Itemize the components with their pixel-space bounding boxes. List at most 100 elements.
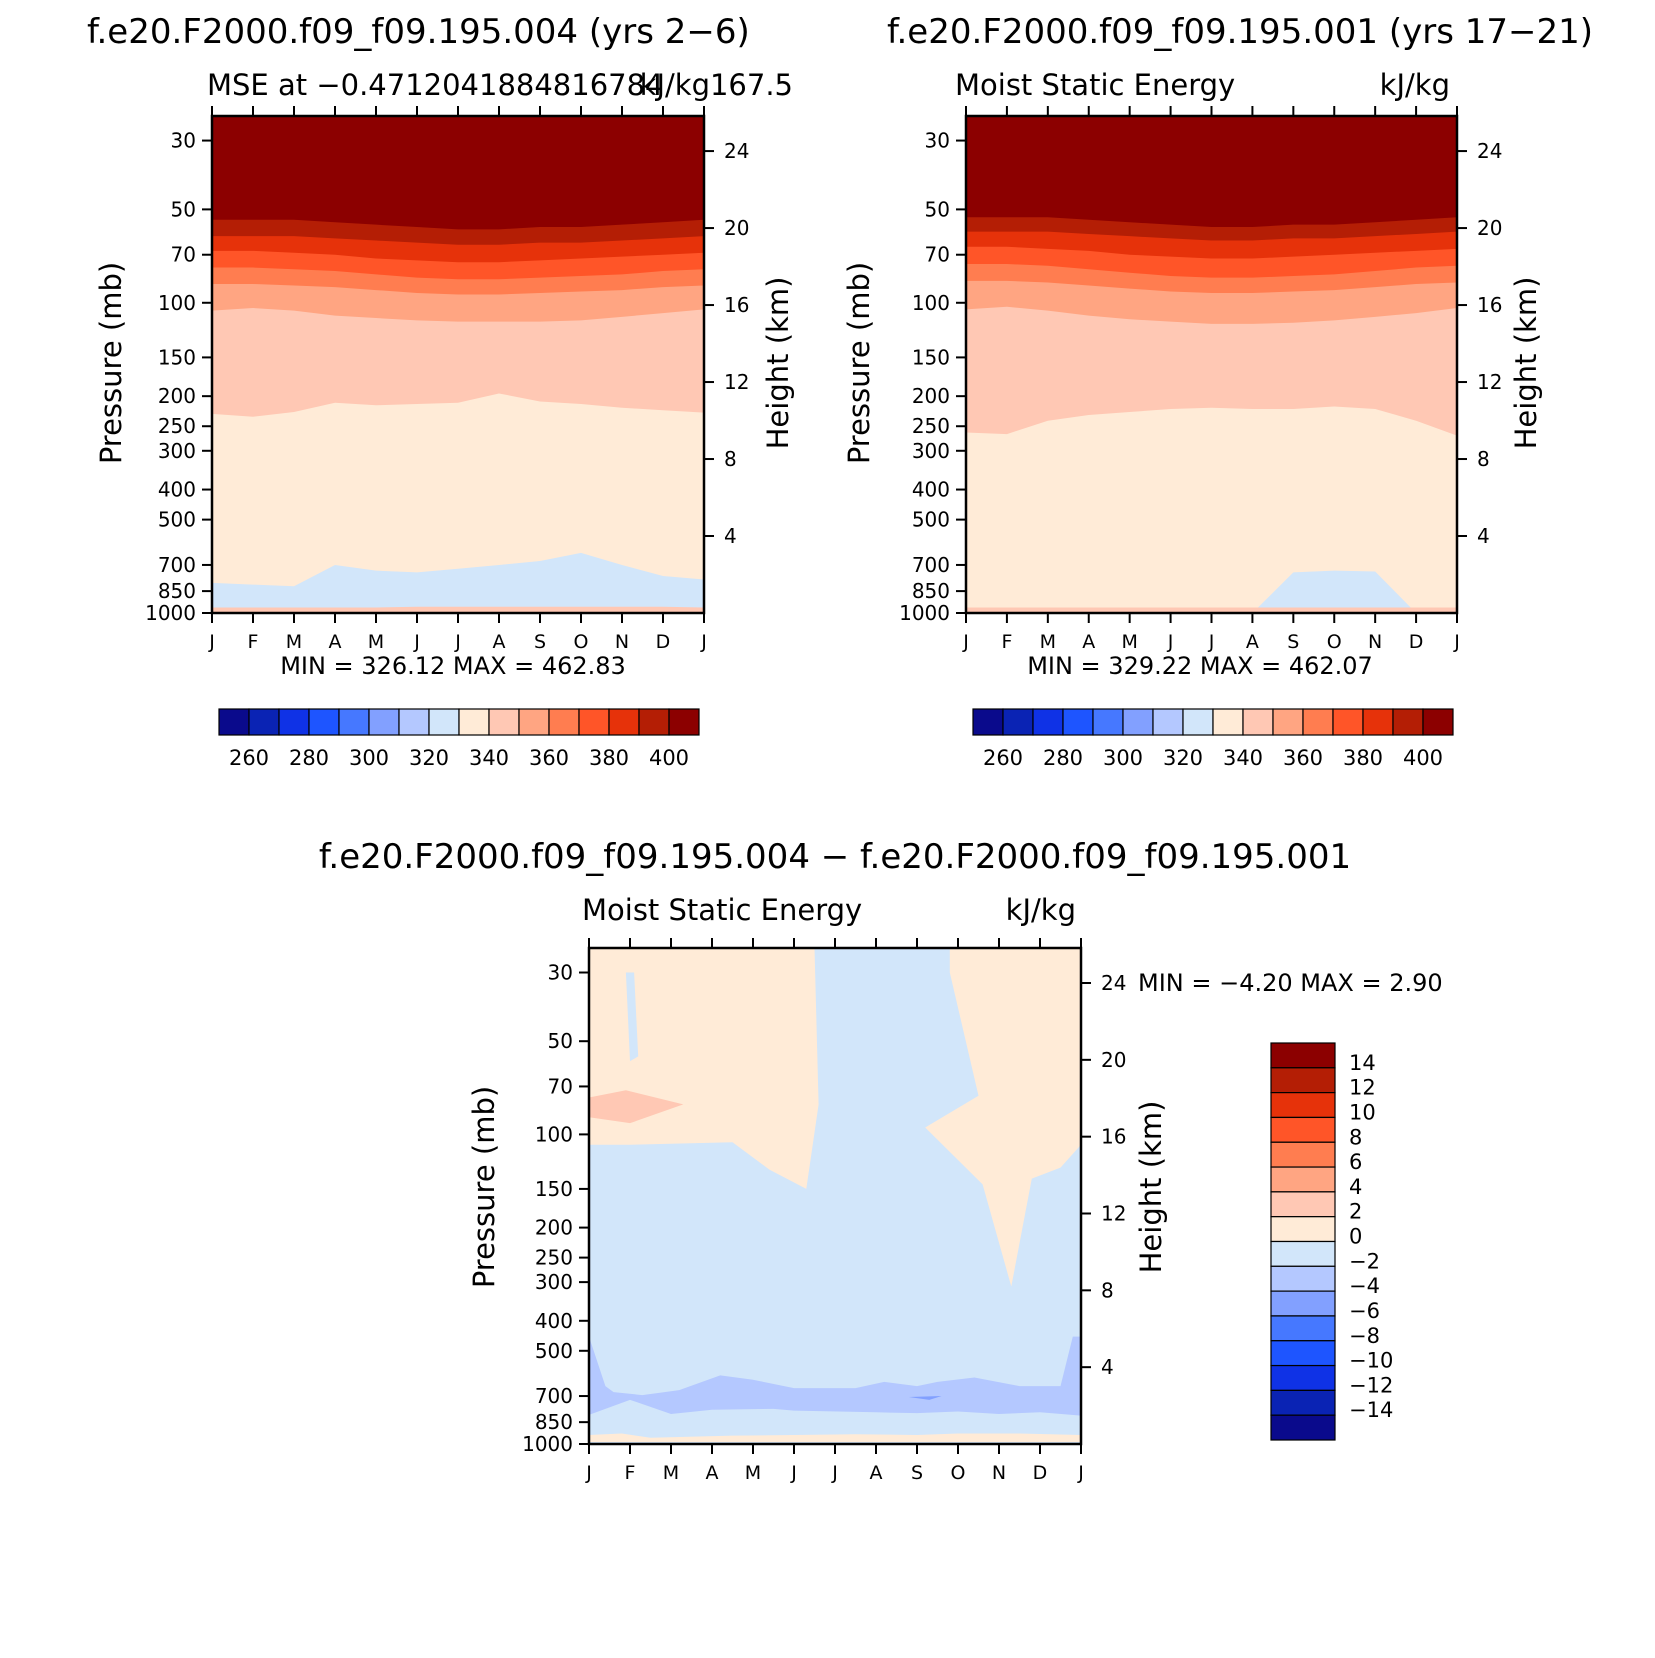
panel-c-colorbar-swatch xyxy=(1270,1364,1336,1391)
panel-c-colorbar-label: 10 xyxy=(1349,1100,1376,1124)
panel-b-colorbar-swatch xyxy=(1362,708,1394,736)
panel-a-y2-tick-label: 8 xyxy=(724,447,737,471)
panel-a-header: f.e20.F2000.f09_f09.195.004 (yrs 2−6) xyxy=(87,12,750,52)
panel-c-colorbar-swatch xyxy=(1270,1340,1336,1367)
panel-b-y-tick-label: 400 xyxy=(912,478,950,502)
panel-b-x-tick-label: O xyxy=(1327,631,1342,653)
panel-b-colorbar-label: 400 xyxy=(1403,746,1443,770)
panel-a-x-tick-label: S xyxy=(534,631,546,653)
panel-c-colorbar-swatch xyxy=(1270,1265,1336,1292)
panel-c-x-tick-label: S xyxy=(911,1462,923,1484)
panel-b-y-tick-label: 1000 xyxy=(899,601,950,625)
panel-a-colorbar-swatch xyxy=(668,708,700,736)
panel-c-y2-tick-label: 24 xyxy=(1101,971,1126,995)
panel-b-x-tick-label: A xyxy=(1082,631,1095,653)
panel-a-colorbar-swatch xyxy=(248,708,280,736)
panel-b-colorbar-swatch xyxy=(1152,708,1184,736)
panel-a-x-tick-label: J xyxy=(208,631,215,653)
panel-c-y2-tick-label: 4 xyxy=(1101,1355,1114,1379)
panel-c-colorbar-swatch xyxy=(1270,1141,1336,1168)
panel-b-y-tick-label: 250 xyxy=(912,414,950,438)
panel-c-y2-tick-label: 12 xyxy=(1101,1202,1126,1226)
panel-b-x-tick-label: D xyxy=(1409,631,1424,653)
panel-c-colorbar-label: 8 xyxy=(1349,1125,1362,1149)
panel-a-colorbar-swatch xyxy=(608,708,640,736)
panel-a-y-tick-label: 100 xyxy=(158,291,196,315)
panel-b-y2-label: Height (km) xyxy=(1509,277,1543,450)
panel-c-colorbar-label: −4 xyxy=(1349,1274,1380,1298)
panel-b-colorbar-swatch xyxy=(1002,708,1034,736)
panel-b-y-tick-label: 70 xyxy=(925,243,950,267)
panel-b-y-tick-label: 100 xyxy=(912,291,950,315)
panel-b-y-tick-label: 50 xyxy=(925,197,950,221)
panel-c-x-tick-label: J xyxy=(1077,1462,1084,1484)
panel-c-colorbar-swatch xyxy=(1270,1389,1336,1416)
panel-c-colorbar-label: −10 xyxy=(1349,1349,1393,1373)
panel-b-y-label: Pressure (mb) xyxy=(842,262,876,464)
panel-c-contour-region xyxy=(589,1090,684,1124)
panel-c-colorbar-swatch xyxy=(1270,1315,1336,1342)
panel-c-contour-region xyxy=(908,1396,942,1400)
panel-c-y-tick-label: 250 xyxy=(535,1246,573,1270)
panel-c-colorbar-swatch xyxy=(1270,1414,1336,1441)
panel-b-colorbar-swatch xyxy=(1242,708,1274,736)
panel-c-colorbar-swatch xyxy=(1270,1191,1336,1218)
panel-c-x-tick-label: F xyxy=(625,1462,636,1484)
panel-b-colorbar-label: 340 xyxy=(1223,746,1263,770)
panel-b-y-tick-label: 150 xyxy=(912,345,950,369)
panel-b-stats: MIN = 329.22 MAX = 462.07 xyxy=(1027,652,1373,680)
panel-c-y-tick-label: 300 xyxy=(535,1270,573,1294)
panel-a-x-tick-label: N xyxy=(615,631,629,653)
panel-c-y-tick-label: 850 xyxy=(535,1410,573,1434)
panel-a-y2-tick-label: 4 xyxy=(724,524,737,548)
panel-a-x-tick-label: O xyxy=(574,631,589,653)
panel-a-y-tick-label: 300 xyxy=(158,439,196,463)
panel-c-y-tick-label: 500 xyxy=(535,1339,573,1363)
panel-b-contour-band xyxy=(966,607,1457,613)
panel-a-y-tick-label: 700 xyxy=(158,553,196,577)
panel-b-x-tick-label: A xyxy=(1246,631,1259,653)
panel-c-y-tick-label: 70 xyxy=(548,1074,573,1098)
panel-c-y-tick-label: 50 xyxy=(548,1029,573,1053)
panel-b-colorbar-label: 360 xyxy=(1283,746,1323,770)
panel-b-colorbar-swatch xyxy=(1212,708,1244,736)
panel-c-colorbar-swatch xyxy=(1270,1067,1336,1094)
panel-a-title: MSE at −0.4712041884816784 xyxy=(207,68,664,102)
panel-c-colorbar-label: −12 xyxy=(1349,1373,1393,1397)
panel-c-x-tick-label: N xyxy=(992,1462,1006,1484)
panel-a-y-tick-label: 70 xyxy=(171,243,196,267)
panel-b-colorbar-swatch xyxy=(1122,708,1154,736)
panel-a-colorbar-label: 380 xyxy=(589,746,629,770)
panel-a-colorbar-swatch xyxy=(218,708,250,736)
panel-b-x-tick-label: M xyxy=(1040,631,1056,653)
panel-b-colorbar-swatch xyxy=(1392,708,1424,736)
panel-c-x-tick-label: O xyxy=(951,1462,966,1484)
panel-b-colorbar-swatch xyxy=(972,708,1004,736)
panel-b-y-tick-label: 850 xyxy=(912,579,950,603)
panel-a-x-tick-label: M xyxy=(286,631,302,653)
panel-a-y-label: Pressure (mb) xyxy=(94,262,128,464)
panel-a-contour-field xyxy=(212,116,704,613)
panel-c-stats: MIN = −4.20 MAX = 2.90 xyxy=(1138,969,1443,997)
panel-b-x-tick-label: J xyxy=(1208,631,1215,653)
panel-c-colorbar-label: 14 xyxy=(1349,1051,1376,1075)
panel-c-colorbar-swatch xyxy=(1270,1290,1336,1317)
panel-c-y-tick-label: 200 xyxy=(535,1216,573,1240)
panel-c-x-tick-label: M xyxy=(745,1462,761,1484)
panel-b-title: Moist Static Energy xyxy=(955,68,1235,102)
panel-b-y-tick-label: 200 xyxy=(912,384,950,408)
panel-c-x-tick-label: A xyxy=(706,1462,719,1484)
panel-a-y2-tick-label: 20 xyxy=(724,216,749,240)
panel-a-y-tick-label: 500 xyxy=(158,508,196,532)
panel-a-colorbar-swatch xyxy=(638,708,670,736)
panel-a-colorbar: 260 280 300 320 340 360 380 400 xyxy=(218,708,700,770)
panel-c-colorbar-label: 6 xyxy=(1349,1150,1362,1174)
panel-c-y-label: Pressure (mb) xyxy=(467,1086,501,1288)
panel-c-colorbar-swatch xyxy=(1270,1216,1336,1243)
panel-c-x-tick-label: A xyxy=(870,1462,883,1484)
panel-b-colorbar-swatch xyxy=(1032,708,1064,736)
panel-a-x-tick-label: M xyxy=(368,631,384,653)
panel-a-colorbar-swatch xyxy=(398,708,430,736)
